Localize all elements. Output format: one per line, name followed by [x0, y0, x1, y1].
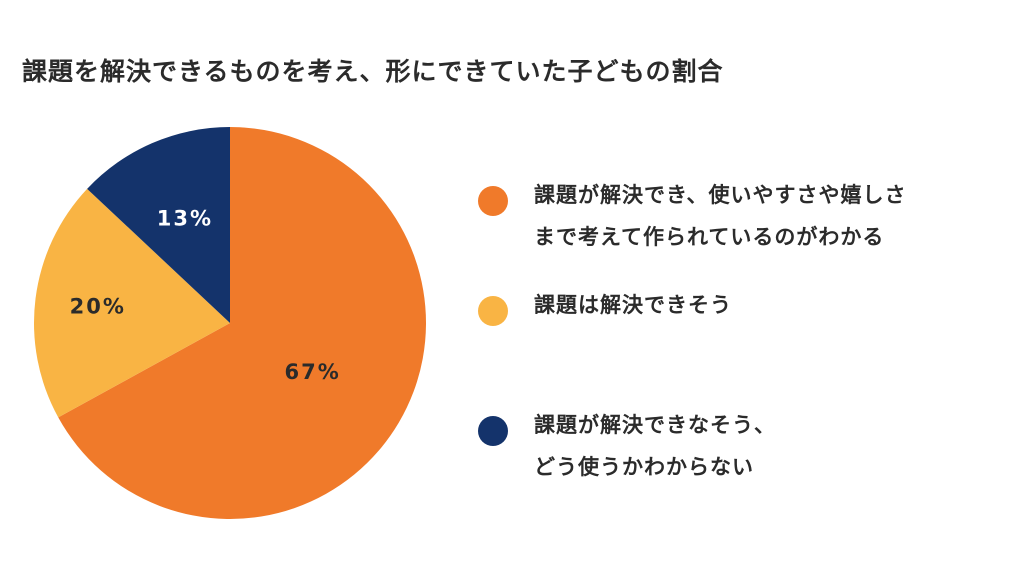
legend-text-1: 課題が解決でき、使いやすさや嬉しさ まで考えて作られているのがわかる [534, 174, 907, 258]
legend-item-3: 課題が解決できなそう、 どう使うかわからない [478, 410, 776, 488]
legend-item-1: 課題が解決でき、使いやすさや嬉しさ まで考えて作られているのがわかる [478, 180, 907, 258]
legend-text-3-line-2: どう使うかわからない [534, 455, 754, 479]
pie-slice-1 [58, 127, 427, 519]
legend-text-3-line-1: 課題が解決できなそう、 [534, 413, 776, 437]
legend-text-1-line-2: まで考えて作られているのがわかる [534, 225, 885, 249]
pie-labels: 67% 20% 13% [70, 207, 341, 384]
legend-swatch-3 [478, 416, 508, 446]
pie-slice-label-2: 20% [70, 294, 126, 318]
pie-slice-label-3: 13% [157, 207, 213, 231]
pie-slice-3 [87, 127, 230, 323]
pie-slice-2 [33, 188, 230, 418]
chart-title: 課題を解決できるものを考え、形にできていた子どもの割合 [22, 57, 724, 86]
pie-slice-label-1: 67% [285, 360, 341, 384]
legend-text-1-line-1: 課題が解決でき、使いやすさや嬉しさ [534, 183, 907, 207]
legend-text-3: 課題が解決できなそう、 どう使うかわからない [534, 404, 776, 488]
pie-slices [33, 127, 427, 519]
legend-swatch-1 [478, 186, 508, 216]
legend-swatch-2 [478, 296, 508, 326]
legend-text-2-line-1: 課題は解決できそう [534, 293, 732, 317]
legend-item-2: 課題は解決できそう [478, 290, 732, 326]
legend-text-2: 課題は解決できそう [534, 284, 732, 326]
